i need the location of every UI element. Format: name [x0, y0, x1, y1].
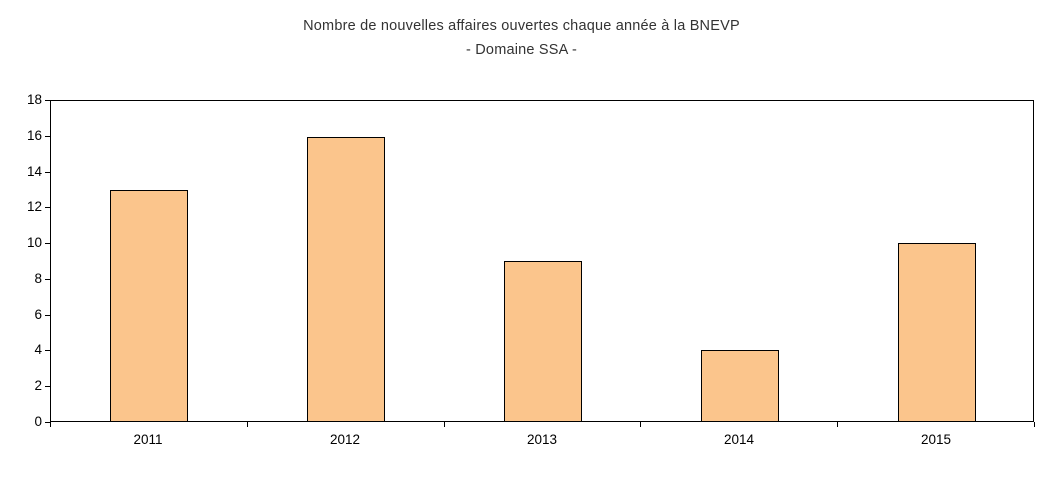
x-tick-mark [837, 422, 838, 427]
y-tick-mark [45, 315, 50, 316]
y-tick-label: 8 [34, 271, 42, 286]
x-tick-label-2012: 2012 [329, 432, 361, 447]
x-tick-mark [50, 422, 51, 427]
y-tick-label: 0 [34, 414, 42, 429]
bar-2013 [504, 261, 582, 421]
x-tick-label-2011: 2011 [133, 432, 163, 447]
y-tick-mark [45, 207, 50, 208]
y-tick-mark [45, 279, 50, 280]
x-tick-mark [1034, 422, 1035, 427]
x-tick-label-2014: 2014 [723, 432, 755, 447]
x-tick-label-2013: 2013 [526, 432, 558, 447]
y-tick-mark [45, 136, 50, 137]
chart-subtitle: - Domaine SSA - [466, 42, 577, 58]
y-tick-mark [45, 386, 50, 387]
bar-2011 [110, 190, 188, 421]
y-tick-label: 14 [26, 164, 42, 179]
y-tick-mark [45, 172, 50, 173]
bar-2012 [307, 137, 385, 421]
y-tick-mark [45, 422, 50, 423]
x-tick-mark [444, 422, 445, 427]
y-tick-label: 6 [34, 307, 42, 322]
y-tick-label: 2 [34, 378, 42, 393]
y-tick-label: 10 [26, 235, 42, 250]
y-tick-label: 4 [34, 342, 42, 357]
y-tick-mark [45, 243, 50, 244]
y-tick-mark [45, 350, 50, 351]
x-tick-mark [247, 422, 248, 427]
chart-title: Nombre de nouvelles affaires ouvertes ch… [303, 18, 740, 34]
y-tick-mark [45, 100, 50, 101]
y-tick-label: 18 [26, 92, 42, 107]
bar-2014 [701, 350, 779, 421]
x-tick-mark [640, 422, 641, 427]
y-tick-label: 16 [26, 128, 42, 143]
plot-area [50, 100, 1034, 422]
y-tick-label: 12 [26, 199, 42, 214]
bar-2015 [898, 243, 976, 421]
x-tick-label-2015: 2015 [920, 432, 952, 447]
